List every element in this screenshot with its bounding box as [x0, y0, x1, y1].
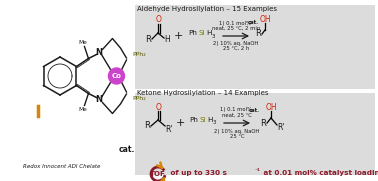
- Text: Aldehyde Hydrosilylation – 15 Examples: Aldehyde Hydrosilylation – 15 Examples: [137, 6, 277, 12]
- Text: neat, 25 °C: neat, 25 °C: [222, 113, 252, 117]
- Text: +: +: [175, 118, 185, 128]
- Text: +: +: [173, 31, 183, 41]
- Text: OH: OH: [259, 16, 271, 24]
- Text: cat.: cat.: [118, 144, 135, 153]
- Text: R: R: [260, 119, 266, 127]
- Text: of up to 330 s: of up to 330 s: [168, 171, 227, 176]
- Text: 1) 0.1 mol%: 1) 0.1 mol%: [220, 108, 254, 113]
- Text: Co: Co: [112, 73, 121, 79]
- Text: Ph: Ph: [189, 117, 198, 123]
- Text: at 0.01 mol% catalyst loading: at 0.01 mol% catalyst loading: [261, 171, 378, 176]
- Text: ⁻¹: ⁻¹: [255, 169, 261, 174]
- FancyBboxPatch shape: [135, 89, 375, 93]
- Text: 25 °C, 2 h: 25 °C, 2 h: [223, 45, 249, 50]
- Text: Me: Me: [78, 107, 87, 112]
- Text: neat, 25 °C, 2 min: neat, 25 °C, 2 min: [212, 26, 260, 31]
- Text: H: H: [207, 117, 213, 123]
- Text: N: N: [95, 48, 102, 57]
- Text: O: O: [156, 16, 162, 24]
- Text: Si: Si: [199, 30, 205, 36]
- Text: PPh₂: PPh₂: [132, 96, 146, 100]
- Text: H: H: [206, 30, 212, 36]
- FancyBboxPatch shape: [135, 5, 375, 89]
- Text: 2) 10% aq. NaOH: 2) 10% aq. NaOH: [214, 129, 260, 134]
- Text: R: R: [255, 30, 261, 39]
- Text: O: O: [156, 102, 162, 111]
- Text: N: N: [95, 95, 102, 104]
- Text: R: R: [145, 35, 151, 43]
- Text: 3: 3: [212, 121, 216, 125]
- Text: PPh₂: PPh₂: [132, 52, 146, 56]
- Text: Ketone Hydrosilylation – 14 Examples: Ketone Hydrosilylation – 14 Examples: [137, 90, 268, 96]
- Text: Si: Si: [200, 117, 206, 123]
- Text: R': R': [165, 125, 173, 134]
- Text: R': R': [277, 123, 285, 132]
- Text: TOF: TOF: [150, 171, 166, 177]
- Text: Redox Innocent ADI Chelate: Redox Innocent ADI Chelate: [23, 165, 101, 169]
- Circle shape: [108, 68, 124, 84]
- FancyBboxPatch shape: [135, 93, 375, 175]
- Text: cat.: cat.: [248, 20, 259, 26]
- Text: Me: Me: [78, 40, 87, 45]
- Text: R: R: [144, 121, 150, 131]
- Text: cat.: cat.: [248, 108, 260, 113]
- Text: 25 °C: 25 °C: [230, 134, 244, 138]
- Text: 1) 0.1 mol%: 1) 0.1 mol%: [219, 20, 253, 26]
- Text: 3: 3: [211, 33, 215, 39]
- Text: H: H: [164, 35, 170, 45]
- Text: Ph: Ph: [189, 30, 197, 36]
- Text: OH: OH: [265, 104, 277, 113]
- Text: 2) 10% aq. NaOH: 2) 10% aq. NaOH: [213, 41, 259, 45]
